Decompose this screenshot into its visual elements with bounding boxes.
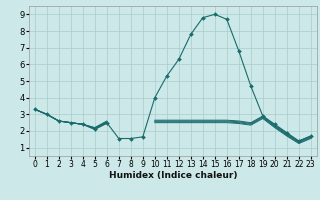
X-axis label: Humidex (Indice chaleur): Humidex (Indice chaleur) bbox=[108, 171, 237, 180]
